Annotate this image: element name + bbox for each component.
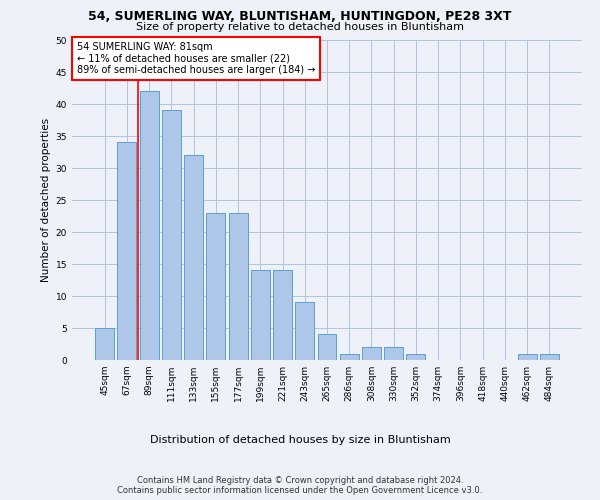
Bar	[406, 354, 425, 360]
Bar	[206, 213, 225, 360]
Bar	[95, 328, 114, 360]
Bar	[362, 347, 381, 360]
Bar	[229, 213, 248, 360]
Bar	[384, 347, 403, 360]
Bar	[295, 302, 314, 360]
Bar	[184, 155, 203, 360]
Bar	[340, 354, 359, 360]
Bar	[118, 142, 136, 360]
Text: Contains HM Land Registry data © Crown copyright and database right 2024.
Contai: Contains HM Land Registry data © Crown c…	[118, 476, 482, 495]
Bar	[317, 334, 337, 360]
Bar	[251, 270, 270, 360]
Text: 54, SUMERLING WAY, BLUNTISHAM, HUNTINGDON, PE28 3XT: 54, SUMERLING WAY, BLUNTISHAM, HUNTINGDO…	[88, 10, 512, 23]
Bar	[162, 110, 181, 360]
Y-axis label: Number of detached properties: Number of detached properties	[41, 118, 52, 282]
Bar	[518, 354, 536, 360]
Bar	[273, 270, 292, 360]
Text: Size of property relative to detached houses in Bluntisham: Size of property relative to detached ho…	[136, 22, 464, 32]
Text: 54 SUMERLING WAY: 81sqm
← 11% of detached houses are smaller (22)
89% of semi-de: 54 SUMERLING WAY: 81sqm ← 11% of detache…	[77, 42, 316, 75]
Bar	[140, 91, 158, 360]
Text: Distribution of detached houses by size in Bluntisham: Distribution of detached houses by size …	[149, 435, 451, 445]
Bar	[540, 354, 559, 360]
